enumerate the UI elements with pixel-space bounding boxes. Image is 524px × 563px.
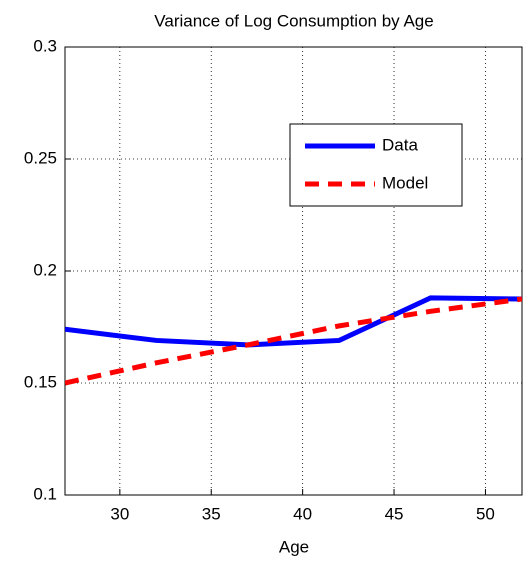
x-tick-label: 45 [385,504,404,523]
y-tick-label: 0.2 [33,260,57,279]
chart-title: Variance of Log Consumption by Age [154,11,433,30]
x-tick-label: 30 [110,504,129,523]
y-tick-label: 0.15 [24,372,57,391]
series-line [65,296,522,386]
y-tick-label: 0.3 [33,36,57,55]
y-tick-label: 0.1 [33,484,57,503]
x-tick-label: 50 [476,504,495,523]
legend-label: Model [382,173,428,192]
plot-frame [64,46,523,496]
legend-box [289,123,463,207]
y-tick-label: 0.25 [24,148,57,167]
x-tick-label: 35 [202,504,221,523]
legend-label: Data [382,135,418,154]
series-line [65,295,522,348]
x-axis-label: Age [279,537,309,556]
x-tick-label: 40 [293,504,312,523]
